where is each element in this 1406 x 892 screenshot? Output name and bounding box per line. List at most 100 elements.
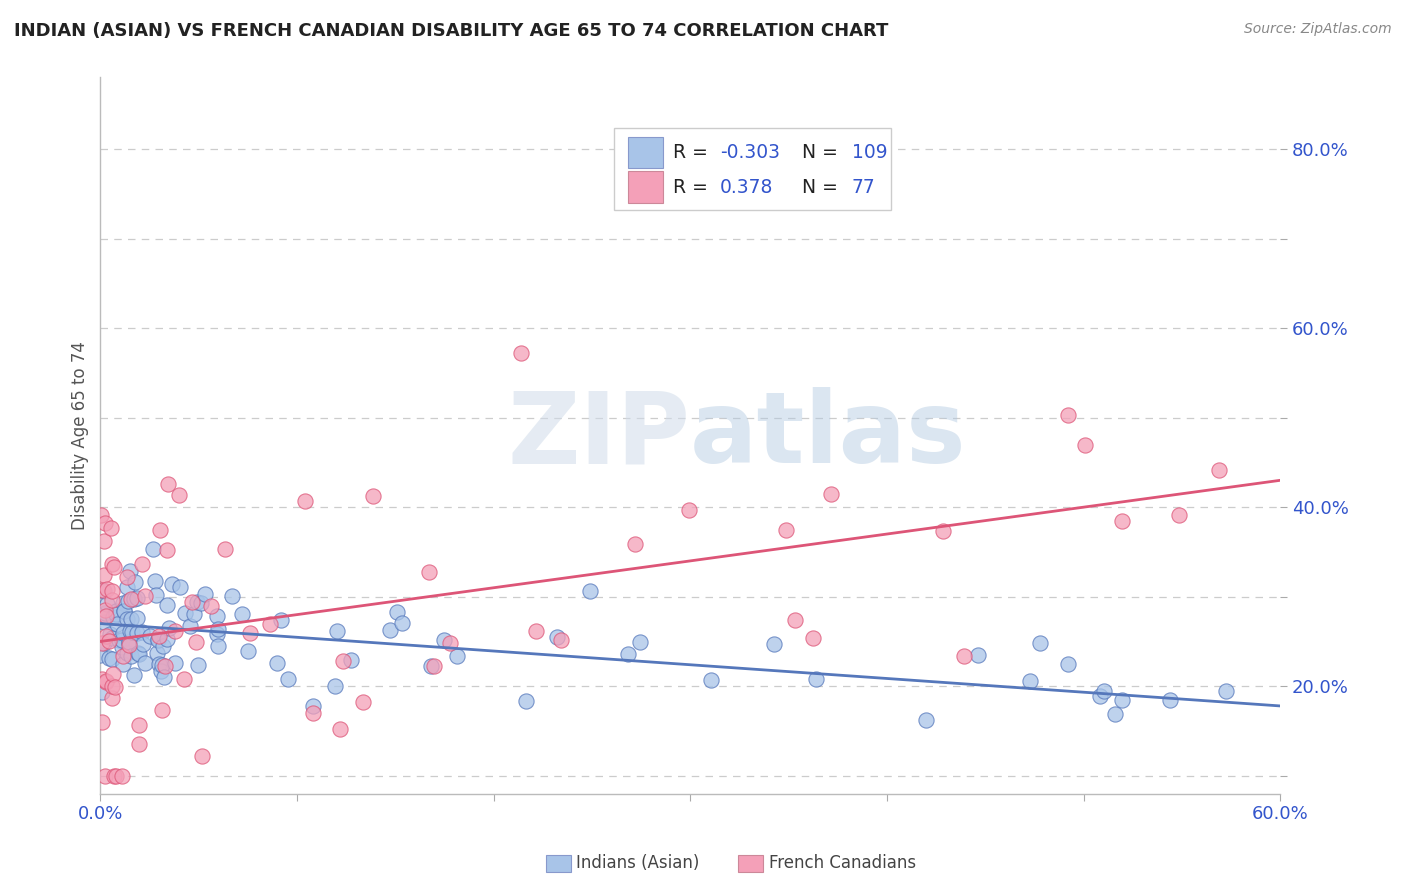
Point [122,592,145,607]
Point [783,613,806,627]
Point [180,595,202,609]
Point [148,629,170,643]
Point [1074,437,1097,451]
Point [124,575,146,590]
Point [236,643,259,657]
Point [301,706,323,721]
Point [101,558,124,572]
Point [205,627,228,641]
Point [806,672,828,686]
Point [131,558,153,572]
Point [1111,693,1133,707]
Point [1104,706,1126,721]
Point [105,616,128,631]
Point [550,632,572,647]
Point [418,565,440,579]
Point [149,523,172,537]
Point [628,635,651,649]
Point [152,639,174,653]
Point [131,625,153,640]
Point [433,633,456,648]
Point [97,634,120,648]
Point [134,656,156,670]
Point [101,652,124,666]
Point [108,632,131,647]
Point [423,658,446,673]
Point [623,537,645,551]
Point [156,598,179,612]
Bar [627,171,664,202]
Point [221,589,243,603]
Point [1168,508,1191,522]
Point [105,607,128,621]
Point [120,649,142,664]
Point [1019,673,1042,688]
Point [378,624,401,638]
Point [546,630,568,644]
Point [186,595,208,609]
Point [155,542,177,557]
Point [420,659,443,673]
Point [145,646,167,660]
Point [302,698,325,713]
Point [152,670,174,684]
Point [150,703,173,717]
Point [165,624,187,638]
Point [361,489,384,503]
Point [94,606,117,620]
Point [93,769,115,783]
Point [952,648,974,663]
Point [118,564,141,578]
Point [173,672,195,686]
Point [90,685,112,699]
Point [90,672,112,686]
Point [118,636,141,650]
Point [94,629,117,643]
Text: 109: 109 [852,143,887,162]
Point [1057,657,1080,671]
Point [125,610,148,624]
Point [157,621,180,635]
Point [111,769,134,783]
Point [120,592,142,607]
Point [194,587,217,601]
Text: 77: 77 [852,178,876,196]
Point [93,615,115,629]
Point [205,608,228,623]
Point [94,603,117,617]
Point [339,653,361,667]
Point [578,584,600,599]
Point [118,624,141,638]
Point [700,673,723,687]
Point [115,612,138,626]
Point [270,613,292,627]
Point [93,583,115,598]
Point [117,593,139,607]
Point [155,632,177,646]
Point [915,713,938,727]
Point [167,488,190,502]
Point [266,656,288,670]
Point [111,625,134,640]
Text: Source: ZipAtlas.com: Source: ZipAtlas.com [1244,22,1392,37]
Text: 0.378: 0.378 [720,178,773,196]
Point [91,714,114,729]
Text: French Canadians: French Canadians [769,855,917,872]
Point [323,679,346,693]
Point [101,679,124,693]
Point [820,486,842,500]
Point [96,582,118,596]
Point [385,605,408,619]
Point [207,622,229,636]
Point [157,477,180,491]
Text: ZIP: ZIP [508,387,690,484]
Point [93,636,115,650]
Point [1092,684,1115,698]
Point [200,599,222,613]
Point [128,718,150,732]
Point [142,542,165,557]
Point [100,631,122,645]
Point [93,568,115,582]
Text: INDIAN (ASIAN) VS FRENCH CANADIAN DISABILITY AGE 65 TO 74 CORRELATION CHART: INDIAN (ASIAN) VS FRENCH CANADIAN DISABI… [14,22,889,40]
Text: R =: R = [672,178,707,196]
